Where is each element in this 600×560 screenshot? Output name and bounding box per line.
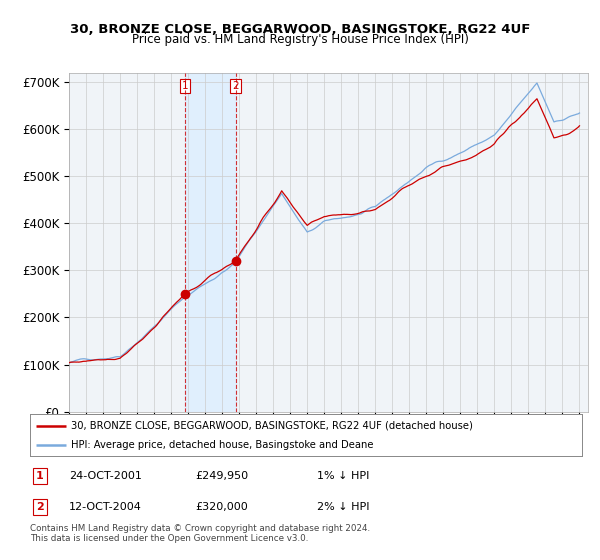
Text: 2: 2 — [232, 81, 239, 91]
Text: 2: 2 — [36, 502, 44, 512]
Text: 30, BRONZE CLOSE, BEGGARWOOD, BASINGSTOKE, RG22 4UF (detached house): 30, BRONZE CLOSE, BEGGARWOOD, BASINGSTOK… — [71, 421, 473, 431]
Text: 30, BRONZE CLOSE, BEGGARWOOD, BASINGSTOKE, RG22 4UF: 30, BRONZE CLOSE, BEGGARWOOD, BASINGSTOK… — [70, 24, 530, 36]
Text: 1% ↓ HPI: 1% ↓ HPI — [317, 471, 370, 481]
Text: 12-OCT-2004: 12-OCT-2004 — [68, 502, 142, 512]
Text: 2% ↓ HPI: 2% ↓ HPI — [317, 502, 370, 512]
Text: 24-OCT-2001: 24-OCT-2001 — [68, 471, 142, 481]
Text: 1: 1 — [182, 81, 188, 91]
Text: HPI: Average price, detached house, Basingstoke and Deane: HPI: Average price, detached house, Basi… — [71, 440, 374, 450]
Text: Contains HM Land Registry data © Crown copyright and database right 2024.
This d: Contains HM Land Registry data © Crown c… — [30, 524, 370, 543]
Text: Price paid vs. HM Land Registry's House Price Index (HPI): Price paid vs. HM Land Registry's House … — [131, 33, 469, 46]
Bar — [185, 73, 236, 412]
Text: £320,000: £320,000 — [196, 502, 248, 512]
Text: 1: 1 — [36, 471, 44, 481]
Text: £249,950: £249,950 — [196, 471, 249, 481]
